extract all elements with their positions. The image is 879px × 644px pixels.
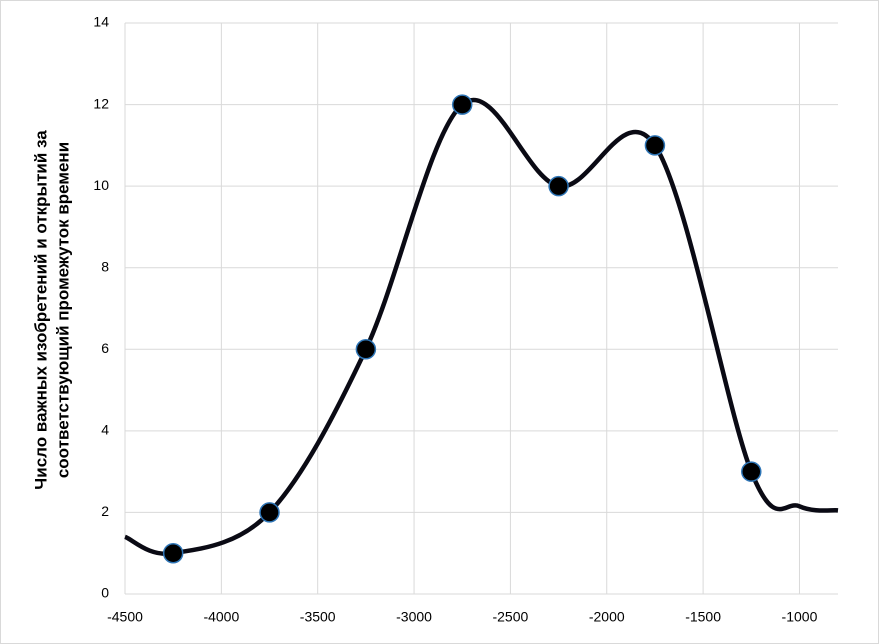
x-tick-label: -4500	[107, 609, 143, 625]
x-tick-label: -1000	[782, 609, 818, 625]
marker	[355, 339, 377, 360]
y-tick-label: 2	[101, 503, 109, 519]
y-tick-label: 0	[101, 585, 109, 601]
x-tick-label: -1500	[685, 609, 721, 625]
marker	[451, 94, 473, 115]
y-tick-label: 6	[101, 340, 109, 356]
y-tick-label: 8	[101, 258, 109, 274]
x-tick-label: -4000	[203, 609, 239, 625]
x-tick-label: -2000	[589, 609, 625, 625]
x-tick-label: -2500	[492, 609, 528, 625]
y-axis-label: Число важных изобретений и открытий за с…	[31, 130, 72, 490]
marker	[162, 542, 184, 564]
x-tick-label: -3500	[300, 609, 336, 625]
y-tick-label: 12	[93, 95, 109, 111]
y-tick-label: 10	[93, 177, 109, 193]
marker	[644, 135, 666, 156]
y-label-line: Число важных изобретений и открытий за	[31, 130, 50, 490]
marker	[741, 461, 762, 482]
y-tick-label: 14	[93, 14, 109, 30]
y-tick-label: 4	[101, 422, 109, 438]
marker	[259, 502, 280, 523]
marker	[548, 175, 569, 197]
y-label-line: соответствующий промежуток времени	[53, 142, 72, 478]
x-tick-label: -3000	[396, 609, 432, 625]
